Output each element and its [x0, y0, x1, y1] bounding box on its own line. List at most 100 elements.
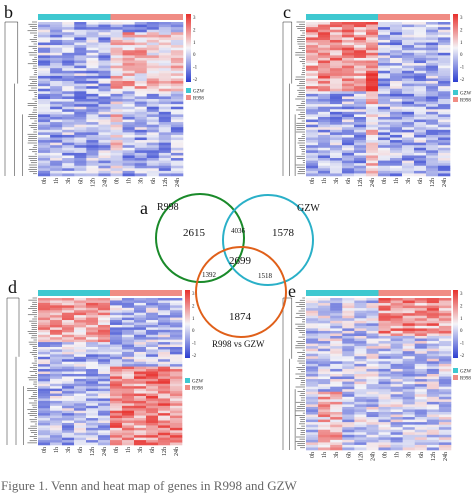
heatmap-cell: [342, 142, 355, 146]
heatmap-cell: [170, 150, 184, 154]
heatmap-cell: [402, 68, 415, 72]
heatmap-cell: [38, 99, 51, 102]
heatmap-cell: [378, 96, 391, 100]
heatmap-cell: [134, 88, 148, 92]
heatmap-cell: [110, 422, 123, 426]
heatmap-cell: [134, 324, 147, 328]
heatmap-cell: [414, 333, 428, 337]
heatmap-cell: [354, 358, 367, 362]
heatmap-cell: [170, 322, 183, 326]
heatmap-cell: [402, 358, 416, 362]
heatmap-cell: [330, 356, 343, 360]
heatmap-cell: [134, 75, 148, 79]
heatmap-cell: [110, 127, 123, 131]
heatmap-cell: [146, 137, 160, 141]
heatmap-cell: [378, 414, 391, 418]
heatmap-cell: [86, 354, 99, 358]
heatmap-cell: [50, 132, 63, 136]
heatmap-cell: [74, 351, 87, 355]
heatmap-cell: [62, 86, 75, 90]
heatmap-cell: [366, 310, 379, 314]
heatmap-cell: [62, 132, 75, 136]
heatmap-cell: [50, 410, 63, 414]
heatmap-cell: [414, 37, 427, 41]
heatmap-cell: [74, 137, 87, 141]
group-bar-gzw: [306, 14, 378, 20]
heatmap-cell: [342, 29, 355, 33]
heatmap-cell: [354, 427, 367, 431]
column-label: 6h: [346, 452, 352, 458]
heatmap-cell: [50, 427, 63, 431]
heatmap-cell: [390, 60, 403, 64]
heatmap-cell: [354, 315, 367, 319]
heatmap-cell: [330, 412, 343, 415]
heatmap-cell: [378, 132, 391, 136]
heatmap-cell: [38, 140, 51, 143]
heatmap-cell: [146, 134, 160, 138]
heatmap-cell: [402, 93, 415, 97]
heatmap-cell: [438, 439, 452, 443]
heatmap-cell: [318, 427, 331, 431]
heatmap-cell: [122, 344, 135, 348]
heatmap-cell: [122, 24, 135, 28]
heatmap-cell: [170, 140, 184, 143]
heatmap-cell: [414, 91, 427, 95]
heatmap-cell: [390, 47, 403, 51]
heatmap-cell: [74, 37, 87, 41]
heatmap-cell: [98, 45, 111, 48]
heatmap-cell: [414, 343, 428, 347]
heatmap-cell: [378, 356, 391, 360]
heatmap-cell: [110, 393, 123, 397]
heatmap-cell: [414, 114, 427, 118]
heatmap-cell: [426, 343, 440, 347]
heatmap-cell: [426, 313, 440, 317]
heatmap-cell: [38, 114, 51, 118]
heatmap-cell: [86, 440, 99, 443]
heatmap-cell: [62, 366, 75, 370]
heatmap-cell: [98, 68, 111, 72]
heatmap-cell: [354, 439, 367, 443]
heatmap-cell: [122, 52, 135, 56]
heatmap-cell: [122, 369, 135, 372]
heatmap-cell: [50, 83, 63, 87]
heatmap-cell: [438, 81, 451, 84]
heatmap-cell: [50, 111, 63, 115]
heatmap-cell: [366, 127, 379, 131]
heatmap-cell: [354, 122, 367, 125]
heatmap-cell: [438, 305, 452, 309]
heatmap-cell: [170, 83, 184, 87]
heatmap-cell: [342, 132, 355, 136]
heatmap-cell: [110, 52, 123, 56]
heatmap-cell: [38, 96, 51, 100]
heatmap-cell: [122, 359, 135, 362]
heatmap-cell: [62, 91, 75, 95]
heatmap-cell: [390, 363, 403, 367]
heatmap-cell: [390, 308, 403, 311]
heatmap-cell: [366, 389, 379, 393]
heatmap-cell: [426, 37, 439, 41]
heatmap-cell: [86, 388, 99, 392]
heatmap-cell: [378, 310, 391, 314]
heatmap-cell: [426, 91, 439, 95]
heatmap-cell: [426, 106, 439, 110]
heatmap-cell: [74, 78, 87, 82]
heatmap-cell: [342, 73, 355, 77]
heatmap-cell: [330, 320, 343, 324]
heatmap-cell: [354, 150, 367, 154]
heatmap-cell: [402, 122, 415, 125]
heatmap-cell: [402, 399, 416, 403]
heatmap-cell: [74, 163, 87, 167]
heatmap-cell: [426, 55, 439, 59]
heatmap-cell: [50, 81, 63, 84]
heatmap-cell: [170, 298, 183, 301]
heatmap-cell: [438, 42, 451, 46]
heatmap-cell: [402, 73, 415, 77]
heatmap-cell: [390, 442, 403, 446]
heatmap-cell: [402, 389, 416, 393]
heatmap-cell: [354, 68, 367, 72]
heatmap-cell: [306, 165, 319, 169]
heatmap-cell: [354, 152, 367, 156]
heatmap-cell: [426, 142, 439, 146]
heatmap-cell: [366, 122, 379, 125]
heatmap-cell: [426, 381, 440, 385]
